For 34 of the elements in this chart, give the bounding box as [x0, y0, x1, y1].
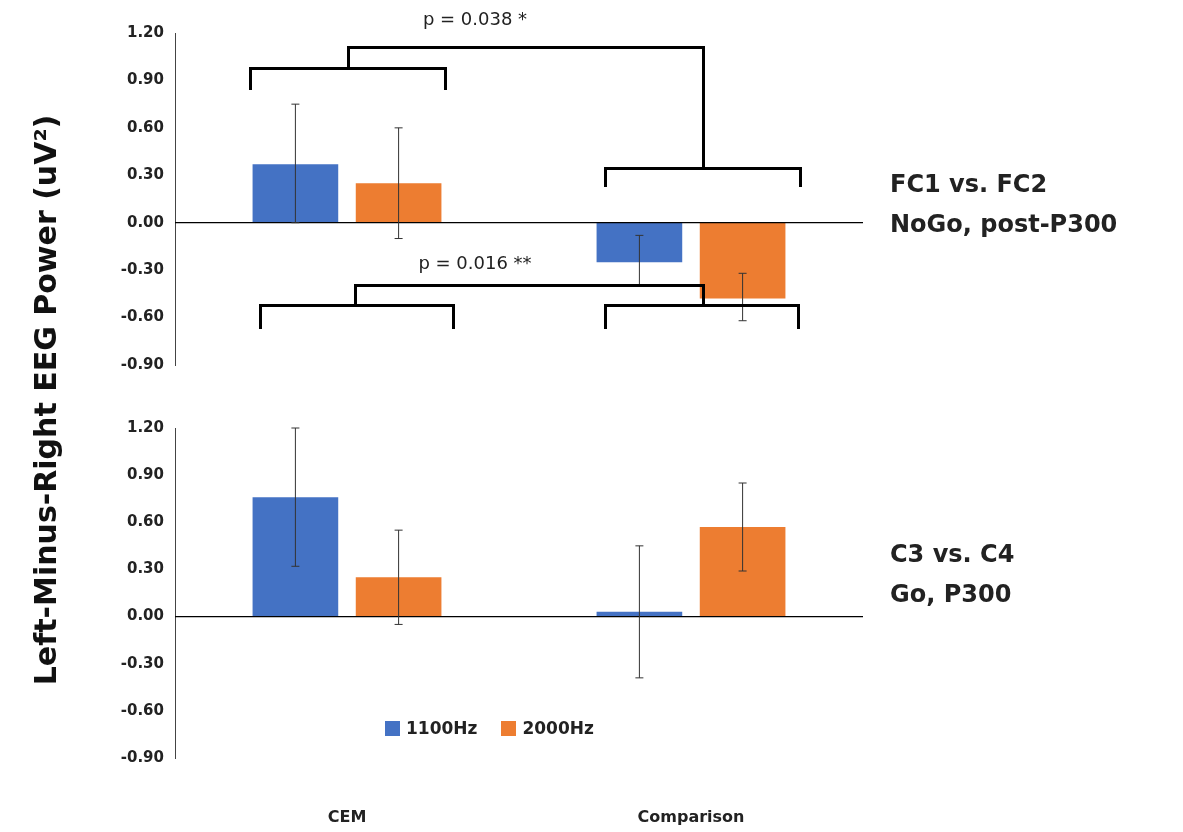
y-axis-title: Left-Minus-Right EEG Power (uV²) — [27, 114, 63, 686]
x-tick-label: Comparison — [637, 806, 745, 826]
legend-label: 2000Hz — [521, 718, 594, 738]
annotation: p = 0.016 ** — [418, 252, 532, 273]
text: NoGo, post-P300 — [890, 210, 1118, 238]
bar — [355, 183, 442, 223]
y-tick-label: 1.20 — [126, 417, 164, 436]
legend-label: 1100Hz — [405, 718, 478, 738]
y-tick-label: 0.30 — [126, 559, 164, 578]
bar — [252, 164, 339, 223]
bar — [355, 577, 442, 617]
y-tick-label: -0.90 — [120, 354, 164, 373]
y-tick-label: -0.30 — [120, 260, 164, 279]
bar — [699, 527, 786, 617]
y-tick-label: -0.90 — [120, 747, 164, 766]
text: FC1 vs. FC2 — [890, 170, 1048, 198]
y-tick-label: 0.60 — [126, 512, 164, 531]
y-tick-label: 0.90 — [126, 465, 164, 484]
bar — [699, 222, 786, 299]
bar — [596, 222, 683, 263]
text: Go, P300 — [890, 580, 1012, 608]
y-tick-label: 1.20 — [126, 22, 164, 41]
y-tick-label: 0.00 — [126, 212, 164, 231]
y-tick-label: 0.90 — [126, 70, 164, 89]
y-tick-label: 0.30 — [126, 165, 164, 184]
text: C3 vs. C4 — [890, 540, 1015, 568]
y-tick-label: 0.60 — [126, 117, 164, 136]
y-tick-label: -0.30 — [120, 653, 164, 672]
y-tick-label: 0.00 — [126, 606, 164, 625]
x-tick-label: CEM — [327, 806, 367, 826]
bar — [252, 497, 339, 617]
text: p = 0.038 * — [422, 8, 528, 29]
y-tick-label: -0.60 — [120, 700, 164, 719]
y-tick-label: -0.60 — [120, 307, 164, 326]
